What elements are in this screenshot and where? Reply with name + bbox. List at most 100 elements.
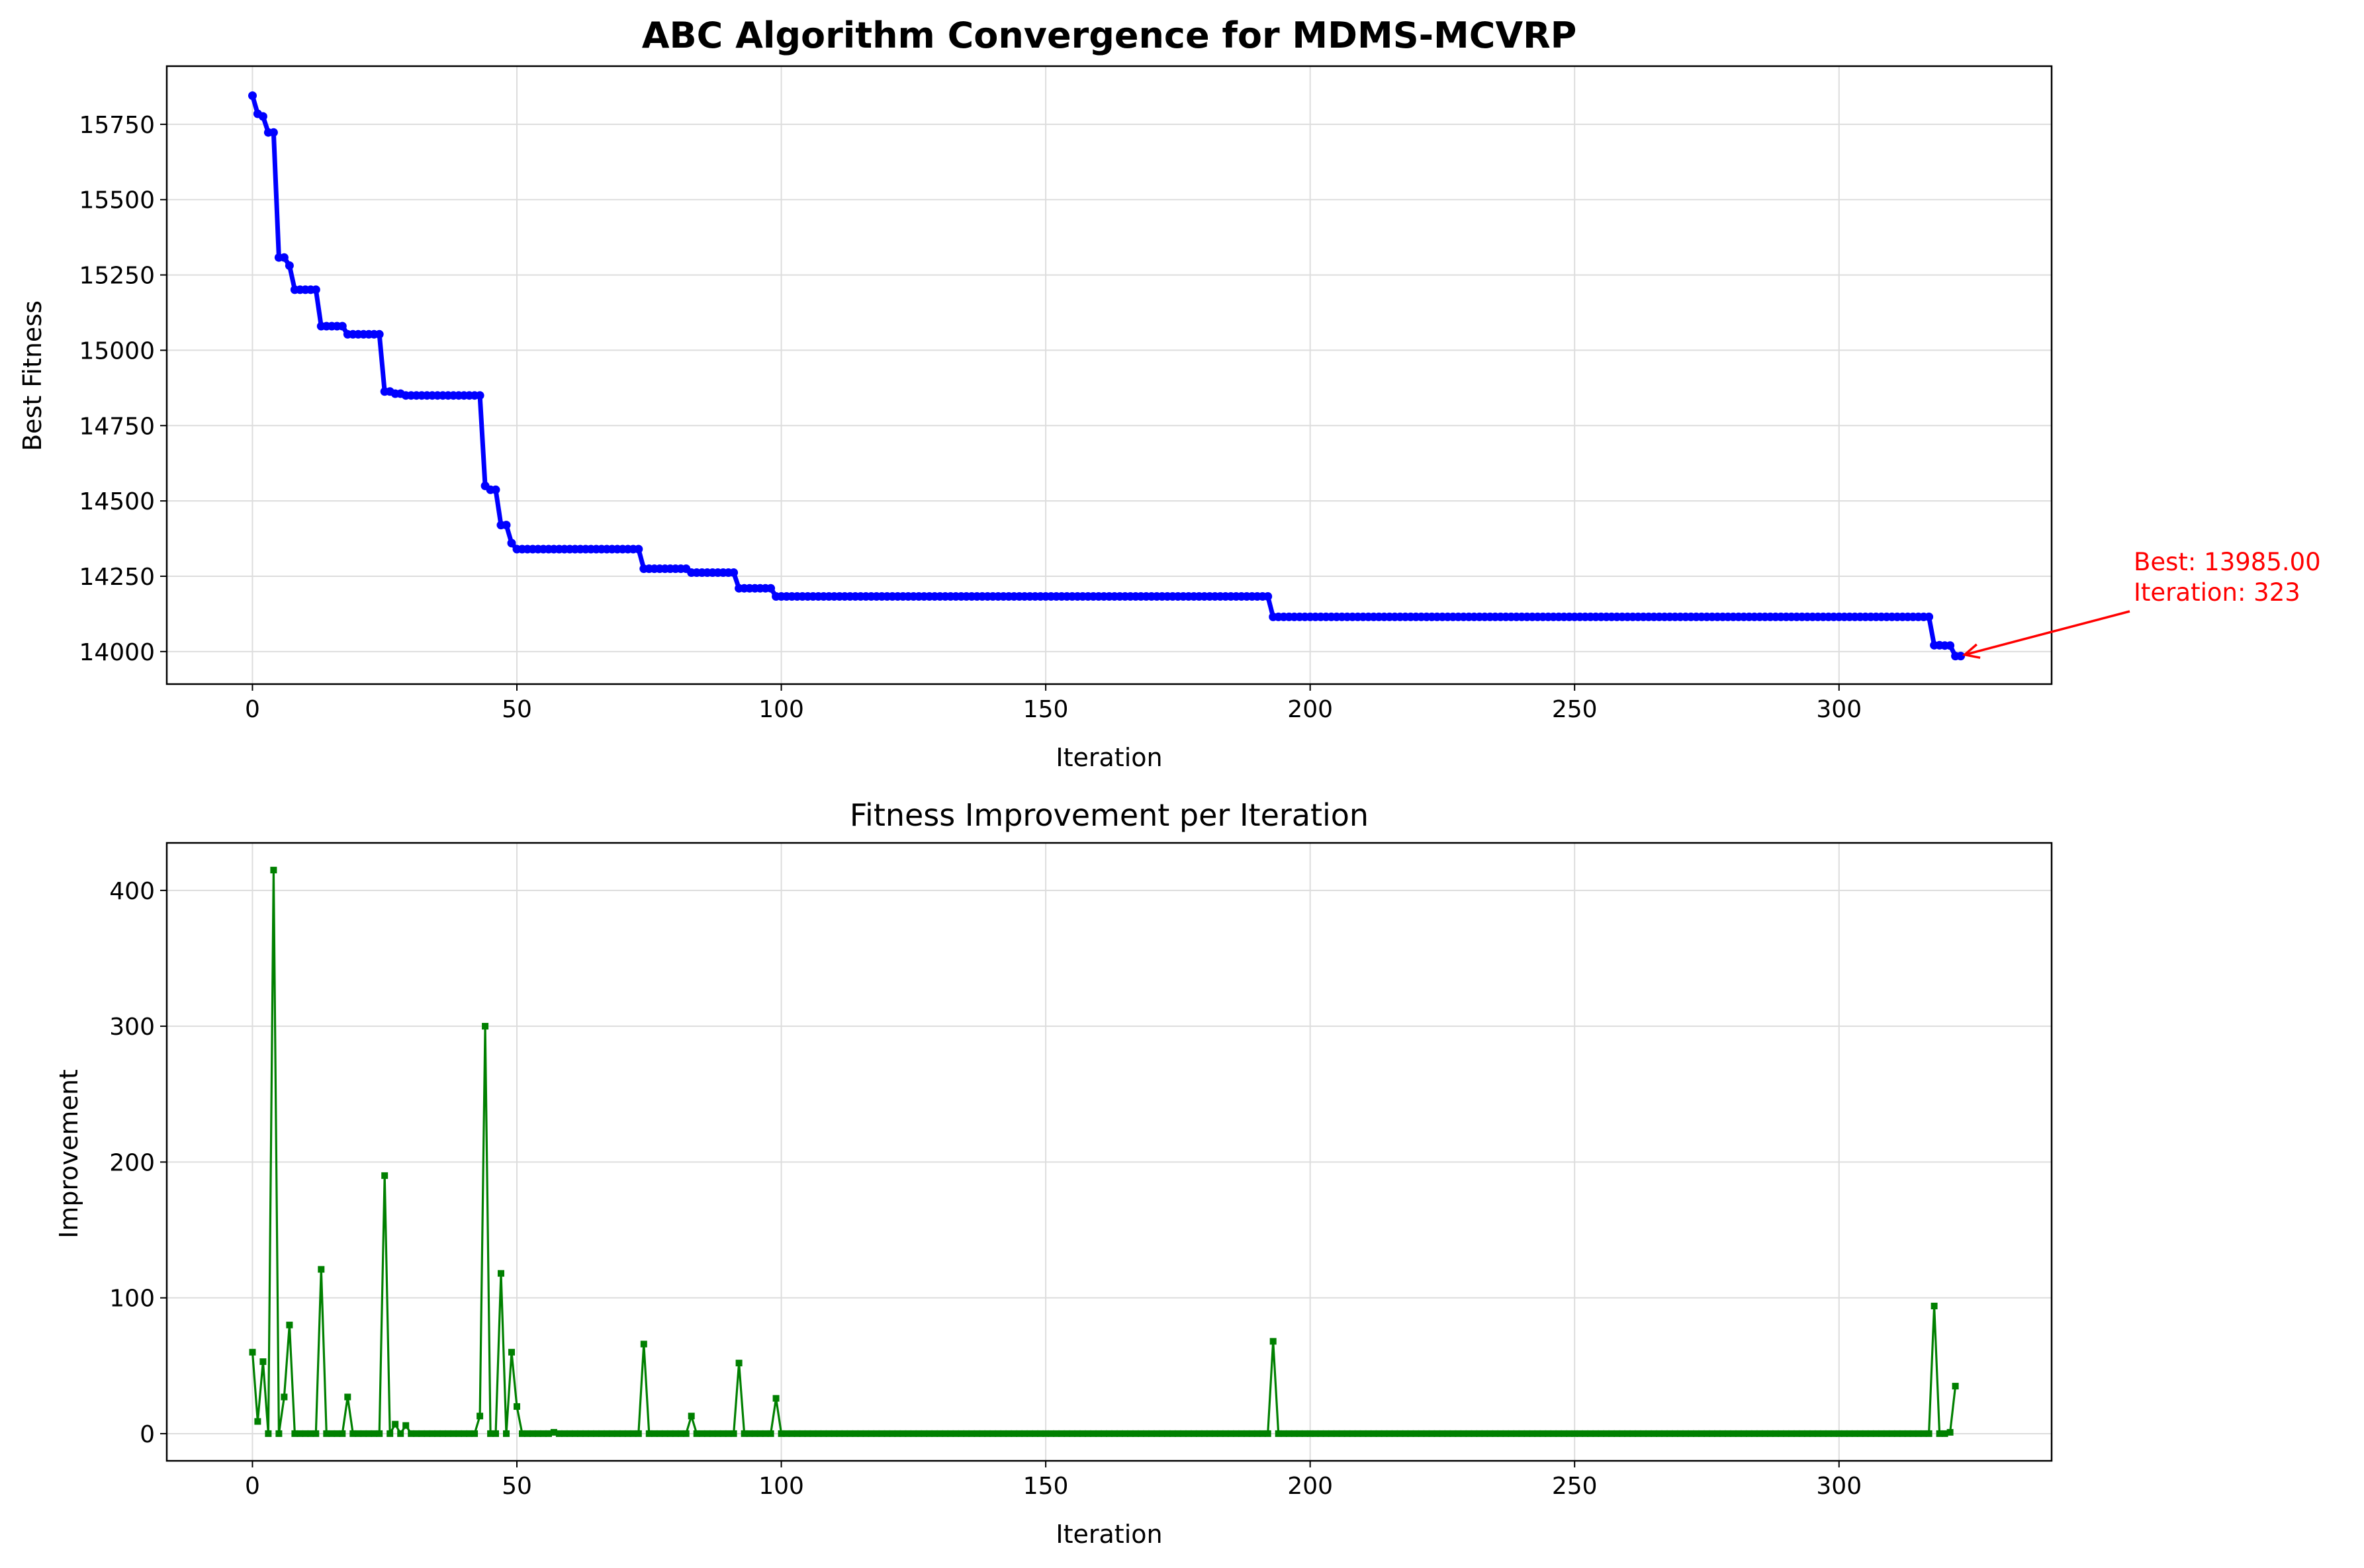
improvement-point: [1211, 1430, 1218, 1437]
improvement-point: [799, 1430, 806, 1437]
convergence-x-axis-label: Iteration: [1056, 743, 1162, 772]
improvement-point: [974, 1430, 981, 1437]
improvement-point: [783, 1430, 790, 1437]
improvement-point: [1195, 1430, 1203, 1437]
improvement-point: [1867, 1430, 1874, 1437]
improvement-point: [788, 1430, 796, 1437]
improvement-point: [1264, 1430, 1271, 1437]
improvement-point: [1016, 1430, 1023, 1437]
improvement-point: [571, 1430, 578, 1437]
improvement-point: [688, 1413, 695, 1420]
improvement-point: [1048, 1430, 1055, 1437]
improvement-point: [1153, 1430, 1160, 1437]
improvement-point: [1661, 1430, 1668, 1437]
improvement-point: [1306, 1430, 1314, 1437]
improvement-point: [1391, 1430, 1398, 1437]
x-tick-label: 0: [245, 1473, 260, 1500]
improvement-point: [1534, 1430, 1541, 1437]
improvement-point: [487, 1430, 494, 1437]
improvement-point: [635, 1430, 642, 1437]
improvement-point: [1830, 1430, 1837, 1437]
improvement-point: [286, 1321, 293, 1328]
improvement-point: [1455, 1430, 1462, 1437]
improvement-point: [1037, 1430, 1044, 1437]
x-tick-label: 50: [502, 696, 532, 723]
improvement-point: [482, 1023, 489, 1030]
improvement-point: [719, 1430, 727, 1437]
best-fitness-point: [285, 261, 294, 270]
improvement-point: [1402, 1430, 1409, 1437]
improvement-point: [873, 1430, 880, 1437]
improvement-point: [666, 1430, 674, 1437]
improvement-point: [254, 1418, 261, 1425]
improvement-point: [1909, 1430, 1917, 1437]
convergence-ticks: 0 50 100 150 200 250 300 14000 14250 14500 14750 15…: [79, 112, 1862, 723]
improvement-point: [1682, 1430, 1689, 1437]
improvement-point: [1222, 1430, 1229, 1437]
improvement-point: [1471, 1430, 1478, 1437]
improvement-point: [1719, 1430, 1726, 1437]
improvement-point: [1814, 1430, 1821, 1437]
improvement-point: [1835, 1430, 1842, 1437]
improvement-point: [355, 1430, 362, 1437]
improvement-point: [1042, 1430, 1050, 1437]
improvement-point: [603, 1430, 610, 1437]
improvement-point: [905, 1430, 912, 1437]
improvement-point: [1740, 1430, 1747, 1437]
improvement-point: [1026, 1430, 1034, 1437]
improvement-point: [1545, 1430, 1552, 1437]
improvement-point: [1253, 1430, 1261, 1437]
improvement-point: [1132, 1430, 1139, 1437]
axes-frame: [165, 842, 2053, 1462]
improvement-point: [598, 1430, 605, 1437]
improvement-point: [1185, 1430, 1192, 1437]
improvement-point: [360, 1430, 367, 1437]
improvement-point: [1238, 1430, 1245, 1437]
improvement-point: [1492, 1430, 1499, 1437]
convergence-series: [248, 91, 1966, 661]
improvement-point: [1085, 1430, 1091, 1437]
improvement-point: [1709, 1430, 1715, 1437]
improvement-point: [1021, 1430, 1028, 1437]
y-tick-label: 14750: [79, 413, 155, 440]
improvement-point: [1724, 1430, 1731, 1437]
improvement-point: [1693, 1430, 1700, 1437]
x-tick-label: 200: [1287, 696, 1333, 723]
improvement-point: [624, 1430, 631, 1437]
improvement-point: [968, 1430, 976, 1437]
improvement-point: [1793, 1430, 1800, 1437]
x-tick-label: 300: [1816, 696, 1862, 723]
improvement-point: [1058, 1430, 1066, 1437]
y-tick-label: 14250: [79, 564, 155, 591]
improvement-point: [1576, 1430, 1584, 1437]
improvement-point: [1412, 1430, 1420, 1437]
improvement-point: [1645, 1430, 1653, 1437]
improvement-point: [1603, 1430, 1610, 1437]
convergence-chart-title: ABC Algorithm Convergence for MDMS-MCVRP: [642, 15, 1577, 56]
improvement-point: [936, 1430, 944, 1437]
x-tick-label: 250: [1552, 1473, 1598, 1500]
improvement-point: [841, 1430, 848, 1437]
improvement-point: [1539, 1430, 1547, 1437]
improvement-point: [259, 1358, 267, 1366]
improvement-point: [1074, 1430, 1081, 1437]
improvement-point: [402, 1422, 410, 1429]
improvement-point: [926, 1430, 933, 1437]
improvement-point: [508, 1348, 515, 1356]
x-tick-label: 250: [1552, 696, 1598, 723]
improvement-point: [1317, 1430, 1324, 1437]
improvement-point: [365, 1430, 373, 1437]
improvement-point: [1931, 1303, 1938, 1309]
improvement-point: [1460, 1430, 1467, 1437]
improvement-point: [995, 1430, 1002, 1437]
improvement-point: [471, 1430, 478, 1437]
improvement-point: [381, 1172, 388, 1179]
improvement-point: [1666, 1430, 1673, 1437]
improvement-point: [1788, 1430, 1795, 1437]
improvement-point: [809, 1430, 817, 1437]
improvement-point: [1761, 1430, 1768, 1437]
best-fitness-point: [311, 285, 320, 294]
convergence-chart: ABC Algorithm Convergence for MDMS-MCVRP…: [18, 15, 2321, 772]
improvement-point: [651, 1430, 658, 1437]
